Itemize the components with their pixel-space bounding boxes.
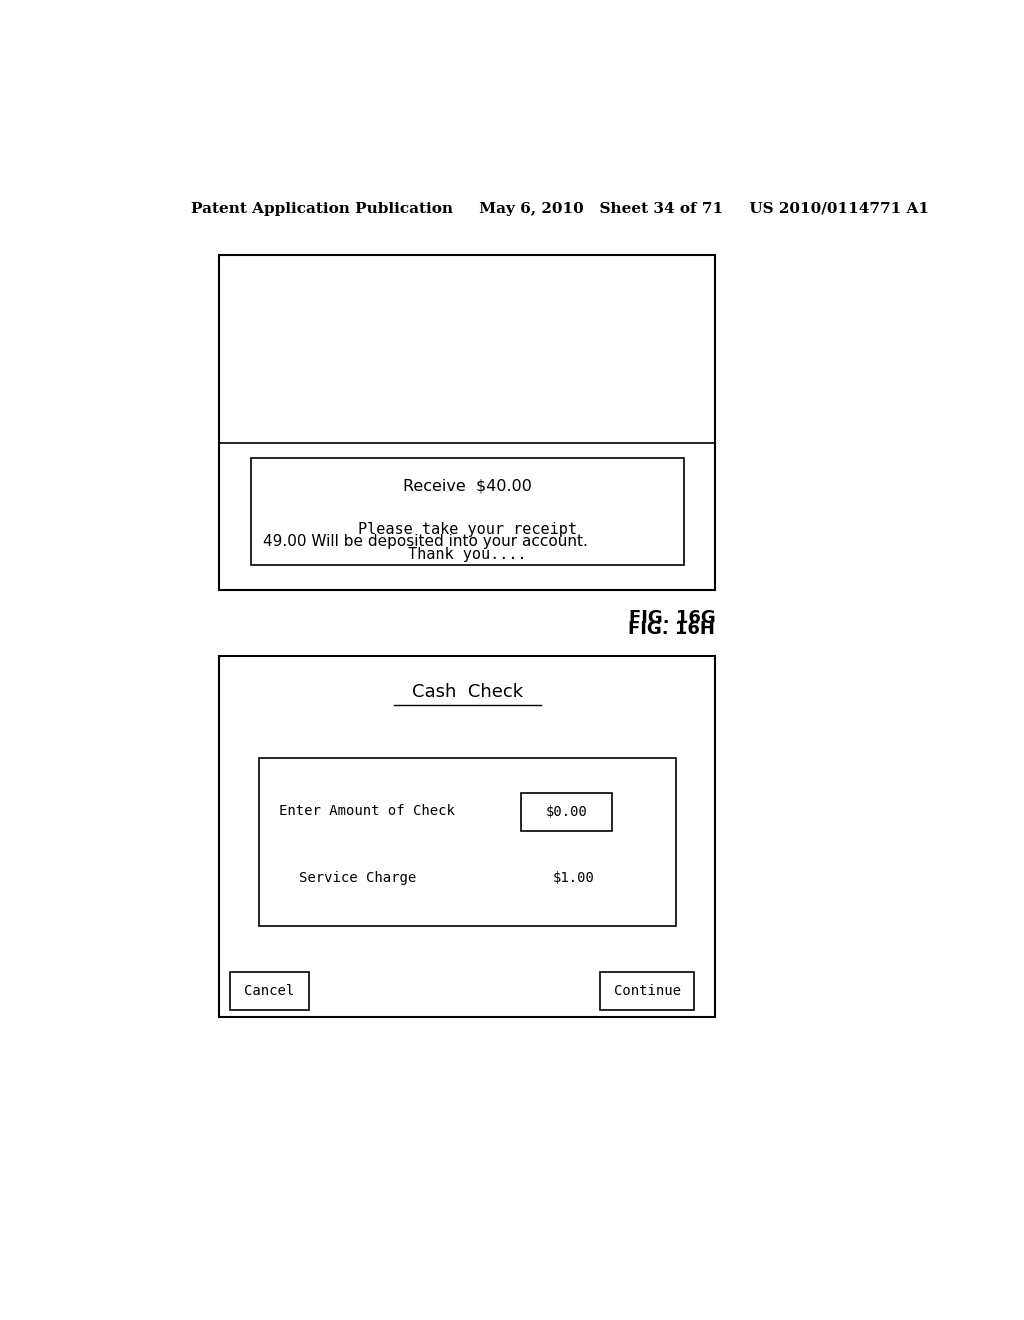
Text: Patent Application Publication     May 6, 2010   Sheet 34 of 71     US 2010/0114: Patent Application Publication May 6, 20… xyxy=(191,202,930,216)
Text: Cash  Check: Cash Check xyxy=(412,682,523,701)
Text: FIG. 16H: FIG. 16H xyxy=(629,620,715,638)
Text: Continue: Continue xyxy=(613,983,681,998)
Bar xyxy=(600,972,694,1010)
Text: Receive  $40.00: Receive $40.00 xyxy=(402,478,531,494)
Bar xyxy=(259,758,676,925)
Bar xyxy=(521,792,612,832)
Text: Thank you....: Thank you.... xyxy=(408,548,526,562)
Bar xyxy=(229,972,309,1010)
Text: FIG. 16G: FIG. 16G xyxy=(629,609,715,627)
Text: 49.00 Will be deposited into your account.: 49.00 Will be deposited into your accoun… xyxy=(263,535,588,549)
Bar xyxy=(251,458,684,565)
Text: Please take your receipt: Please take your receipt xyxy=(357,521,577,537)
Text: Service Charge: Service Charge xyxy=(299,871,416,884)
Text: $1.00: $1.00 xyxy=(553,871,595,884)
Bar xyxy=(219,656,715,1018)
Text: $0.00: $0.00 xyxy=(546,805,588,818)
Text: Enter Amount of Check: Enter Amount of Check xyxy=(279,804,455,818)
Text: Cancel: Cancel xyxy=(244,983,294,998)
Bar xyxy=(219,255,715,590)
